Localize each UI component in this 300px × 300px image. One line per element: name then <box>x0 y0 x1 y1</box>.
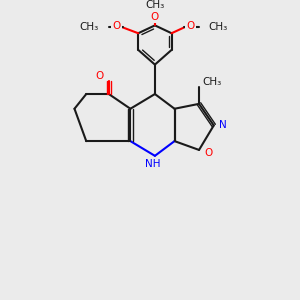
Text: O: O <box>204 148 212 158</box>
Text: NH: NH <box>145 159 161 169</box>
Text: O: O <box>151 12 159 22</box>
Text: O: O <box>186 21 194 32</box>
Text: N: N <box>219 120 226 130</box>
Text: CH₃: CH₃ <box>145 0 164 10</box>
Text: CH₃: CH₃ <box>209 22 228 32</box>
Text: CH₃: CH₃ <box>202 77 221 87</box>
Text: O: O <box>96 71 104 81</box>
Text: CH₃: CH₃ <box>80 22 99 32</box>
Text: O: O <box>112 21 121 32</box>
